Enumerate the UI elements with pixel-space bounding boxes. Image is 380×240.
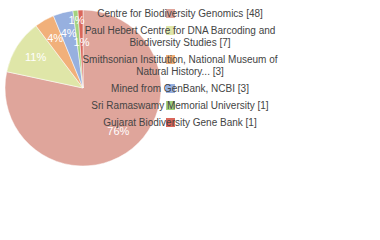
svg-text:Centre for Biodiversity Genomi: Centre for Biodiversity Genomics [48] [97,8,263,19]
svg-text:Paul Hebert Centre for DNA Bar: Paul Hebert Centre for DNA Barcoding and… [85,25,276,48]
svg-text:11%: 11% [25,51,46,63]
svg-text:4%: 4% [47,32,64,45]
svg-text:4%: 4% [60,26,77,39]
svg-text:Smithsonian Institution, Natio: Smithsonian Institution, National Museum… [82,54,277,77]
svg-text:1%: 1% [69,14,85,26]
svg-text:Gujarat Biodiversity Gene Bank: Gujarat Biodiversity Gene Bank [1] [103,117,257,128]
svg-text:1%: 1% [74,36,90,48]
svg-text:Mined from GenBank, NCBI [3]: Mined from GenBank, NCBI [3] [111,83,249,94]
svg-text:Sri Ramaswamy Memorial Univers: Sri Ramaswamy Memorial University [1] [91,100,268,111]
svg-text:76%: 76% [107,124,130,137]
